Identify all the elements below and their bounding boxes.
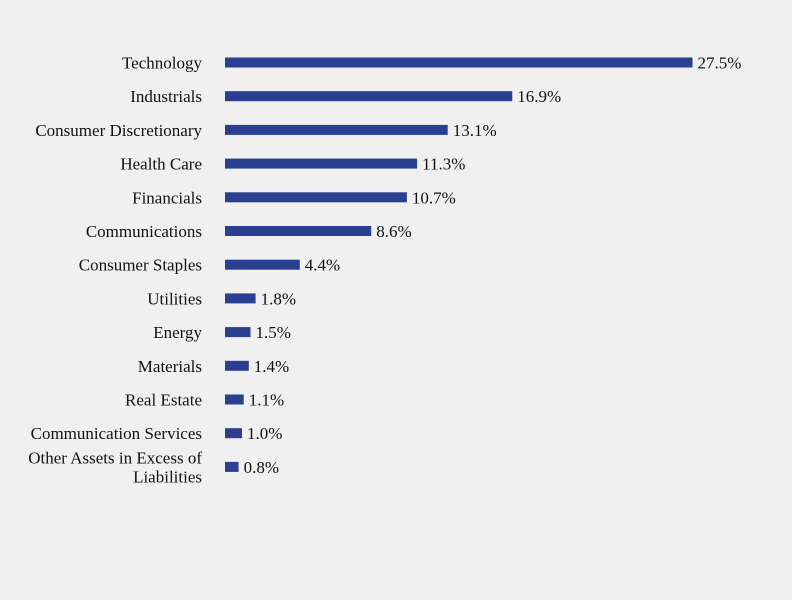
category-label-real-estate: Real Estate [125, 391, 202, 410]
bar-communications [225, 226, 372, 236]
value-label-real-estate: 1.1% [249, 391, 284, 410]
value-label-other-assets-in-excess-of-liabilities: 0.8% [244, 458, 279, 477]
value-label-consumer-discretionary: 13.1% [453, 121, 497, 140]
value-label-communications: 8.6% [376, 222, 411, 241]
bar-communication-services [225, 428, 242, 439]
value-label-health-care: 11.3% [422, 155, 465, 174]
category-label-utilities: Utilities [147, 289, 202, 308]
category-label-communications: Communications [86, 222, 202, 241]
bar-financials [225, 192, 407, 203]
category-label-consumer-discretionary: Consumer Discretionary [35, 121, 202, 140]
bar-other-assets-in-excess-of-liabilities [225, 461, 239, 472]
bar-materials [225, 360, 249, 371]
value-labels-group: 27.5% 16.9% 13.1% 11.3% 10.7%8.6% 4.4% 1.8% 1.5… [244, 54, 742, 477]
category-labels-group: Technology Industrials Consumer Discretion… [28, 54, 202, 487]
value-label-consumer-staples: 4.4% [305, 256, 340, 275]
bar-industrials [225, 91, 513, 102]
value-label-energy: 1.5% [256, 323, 291, 342]
value-label-materials: 1.4% [254, 357, 289, 376]
category-label-materials: Materials [138, 357, 202, 376]
category-label-health-care: Health Care [120, 155, 202, 174]
category-label-financials: Financials [132, 188, 202, 207]
category-label-energy: Energy [153, 323, 202, 342]
bar-energy [225, 327, 251, 338]
bars-group [225, 57, 693, 472]
category-label-line: Other Assets in Excess of [28, 448, 202, 467]
value-label-industrials: 16.9% [517, 87, 561, 106]
category-label-line: Liabilities [133, 467, 202, 486]
category-label-technology: Technology [122, 54, 203, 73]
bar-health-care [225, 158, 418, 169]
value-label-utilities: 1.8% [261, 289, 296, 308]
category-label-other-assets-in-excess-of-liabilities: Other Assets in Excess of Liabilities [28, 448, 202, 486]
category-label-industrials: Industrials [130, 87, 202, 106]
category-label-communication-services: Communication Services [31, 424, 202, 443]
value-label-financials: 10.7% [412, 188, 456, 207]
bar-consumer-discretionary [225, 124, 448, 135]
bar-technology [225, 57, 693, 68]
bar-consumer-staples [225, 259, 300, 270]
bar-real-estate [225, 394, 244, 405]
bar-utilities [225, 293, 256, 304]
category-label-consumer-staples: Consumer Staples [79, 256, 202, 275]
value-label-communication-services: 1.0% [247, 424, 282, 443]
value-label-technology: 27.5% [698, 54, 742, 73]
